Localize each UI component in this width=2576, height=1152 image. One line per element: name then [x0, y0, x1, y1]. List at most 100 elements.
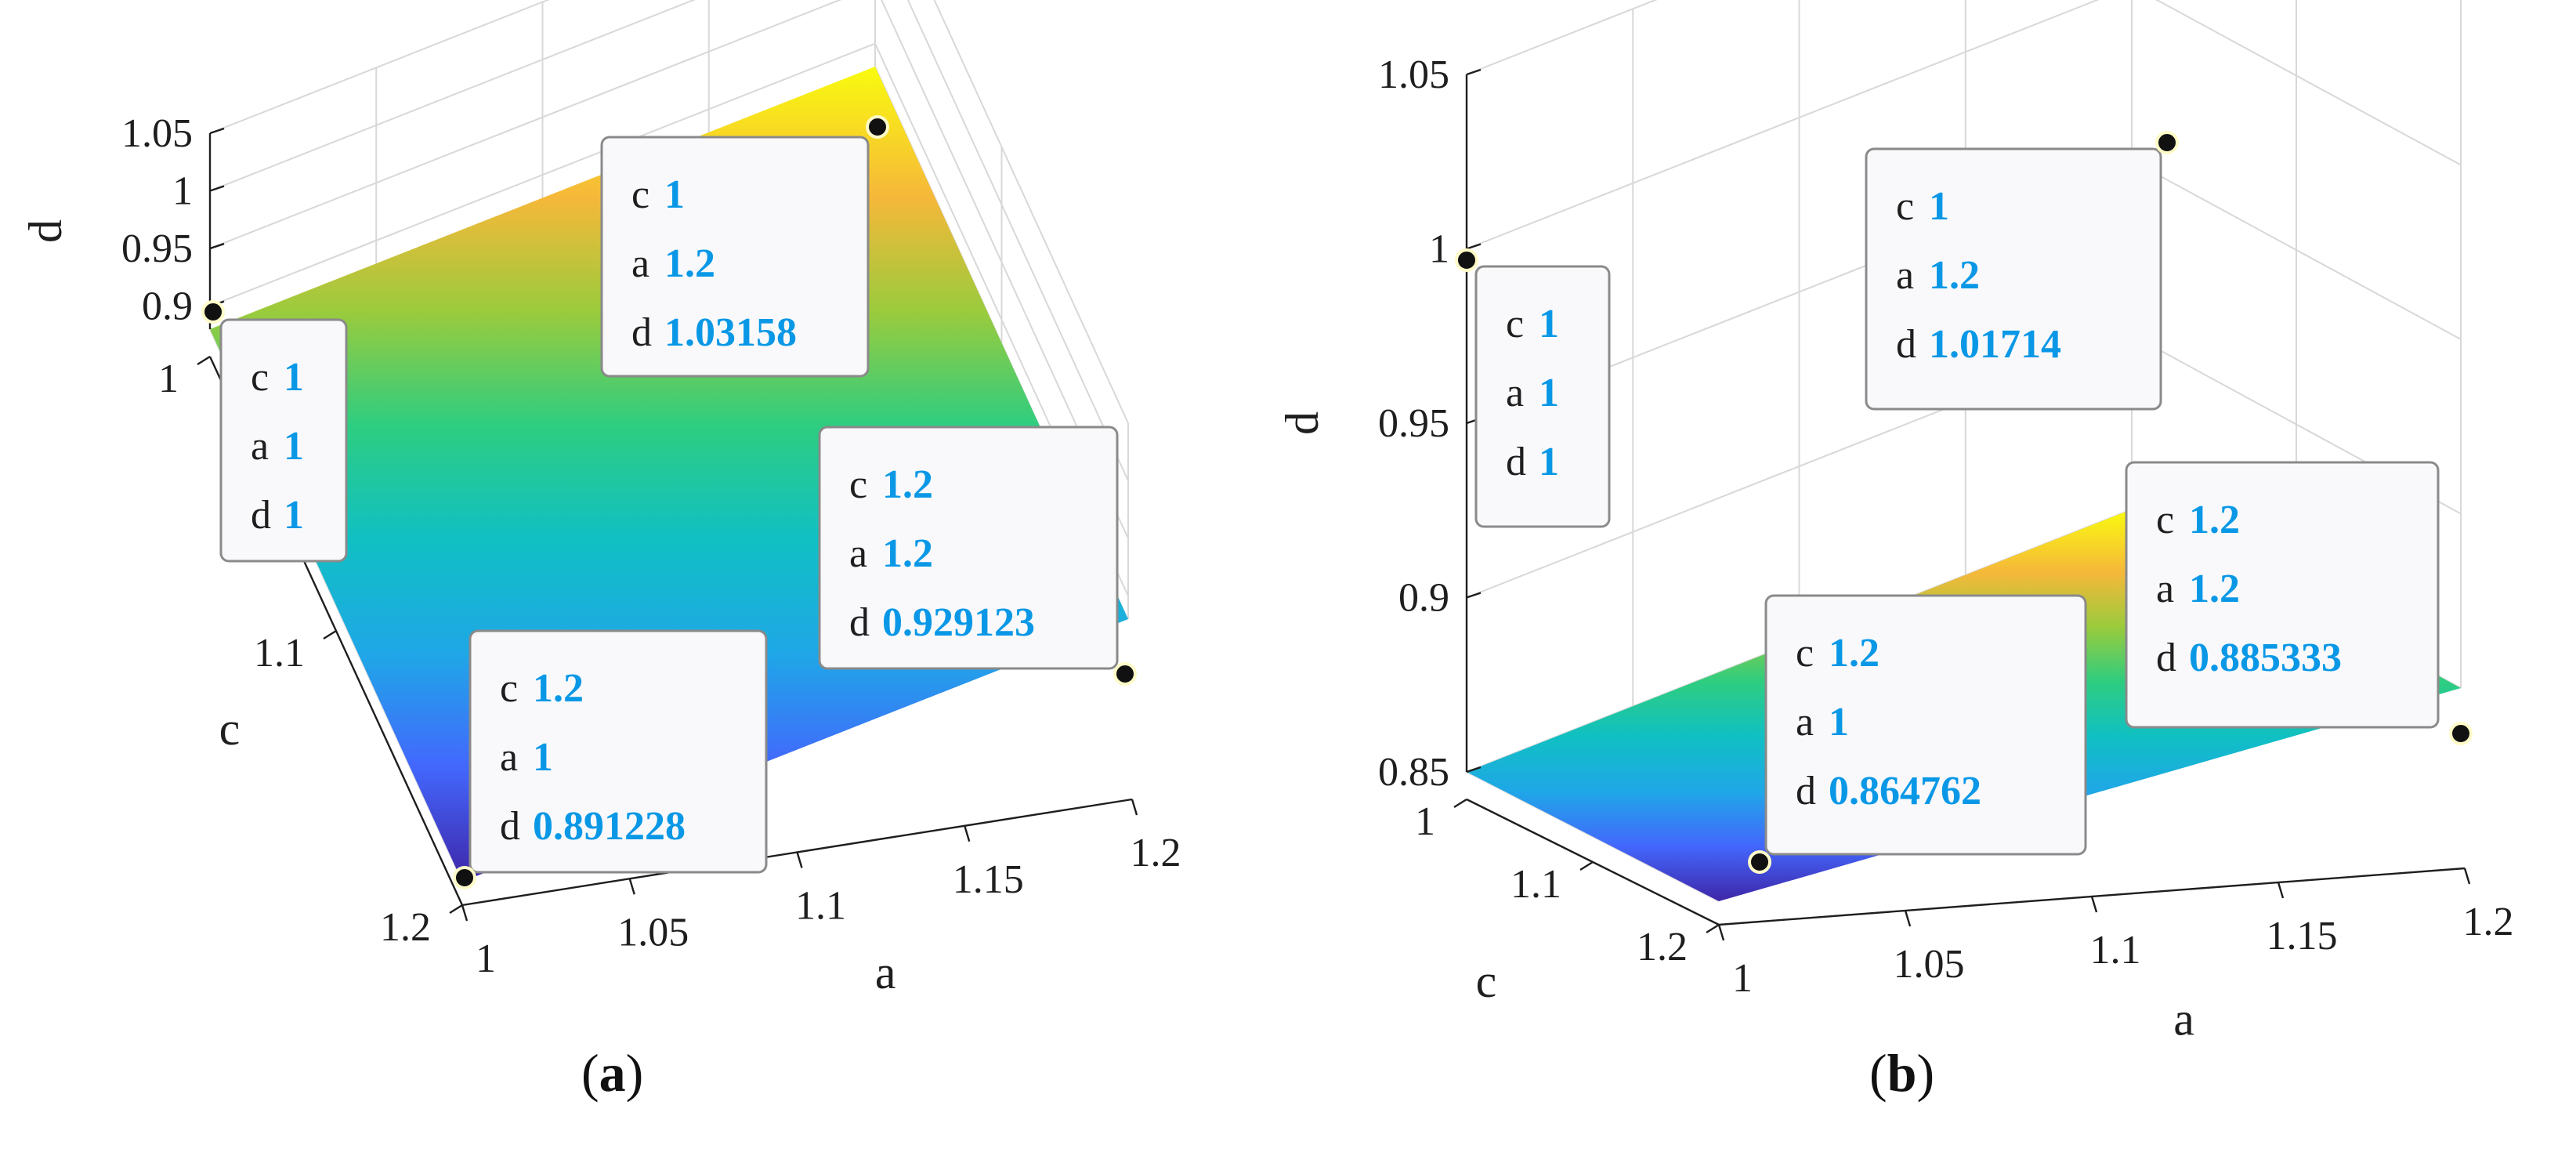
c-axis-label: c: [1476, 955, 1497, 1007]
datatip-key-d: d: [2156, 636, 2176, 680]
data-point-marker[interactable]: [453, 866, 476, 889]
a-tick-mark: [2090, 896, 2098, 913]
datatip-key-d: d: [251, 493, 271, 538]
z-tick-label: 1.05: [1378, 53, 1449, 97]
c-tick-mark: [1453, 798, 1467, 809]
datatip[interactable]: c 1.2 a 1d 0.864762: [1764, 594, 2087, 856]
datatip-value-a: 1.2: [664, 241, 715, 286]
a-tick-mark: [964, 825, 971, 842]
z-tick-mark: [1466, 243, 1482, 250]
datatip[interactable]: c 1a 1.2 d 1.01714: [1865, 147, 2162, 411]
datatip-value-c: 1: [1539, 302, 1559, 346]
datatip-box: [1865, 147, 2162, 411]
datatip-value-a: 1: [533, 735, 553, 780]
panel-label-b: (b): [1869, 1043, 1935, 1103]
datatip[interactable]: c 1.2 a 1.2 d 0.885333: [2125, 461, 2440, 729]
a-tick-label: 1: [1732, 956, 1753, 1001]
datatip-value-d: 0.929123: [882, 600, 1035, 645]
data-point-marker[interactable]: [2155, 131, 2179, 154]
datatip-value-a: 1.2: [882, 531, 933, 576]
z-tick-mark: [1466, 592, 1482, 599]
datatip-value-d: 1: [1539, 440, 1559, 484]
a-axis-label: a: [875, 947, 896, 998]
a-tick-mark: [2277, 882, 2285, 899]
datatip-box: [600, 136, 870, 378]
a-tick-mark: [628, 878, 635, 895]
z-tick-label: 1: [1429, 227, 1449, 272]
datatip-key-c: c: [1896, 184, 1914, 229]
z-tick-mark: [209, 127, 225, 135]
grid-line: [1466, 0, 1658, 75]
data-point-marker[interactable]: [1455, 248, 1478, 272]
datatip-key-d: d: [849, 600, 870, 645]
c-tick-label: 1: [1415, 799, 1435, 844]
data-point-marker[interactable]: [1748, 850, 1771, 874]
a-tick-mark: [1904, 910, 1912, 927]
c-tick-label: 1.1: [1511, 862, 1561, 907]
datatip-value-a: 1.2: [1929, 253, 1980, 298]
datatip-value-c: 1.2: [882, 462, 933, 507]
datatip-value-c: 1: [1929, 184, 1949, 229]
datatip-key-a: a: [251, 424, 269, 469]
z-tick-label: 0.9: [142, 284, 193, 329]
data-point-marker[interactable]: [1113, 662, 1137, 686]
datatip-key-a: a: [500, 735, 518, 780]
data-point-marker[interactable]: [201, 300, 225, 324]
datatip-key-d: d: [1896, 322, 1916, 367]
datatip-box: [2125, 461, 2440, 729]
datatip-key-c: c: [1506, 302, 1524, 346]
datatip[interactable]: c 1.2 a 1d 0.891228: [469, 629, 768, 874]
c-tick-mark: [323, 629, 337, 640]
c-tick-mark: [1706, 923, 1720, 934]
datatip-value-c: 1: [664, 172, 685, 217]
c-tick-mark: [1579, 860, 1594, 871]
datatip-key-c: c: [631, 172, 649, 217]
a-tick-label: 1.2: [2463, 900, 2514, 944]
a-tick-label: 1.1: [795, 884, 846, 929]
datatip-key-d: d: [500, 804, 520, 849]
z-tick-mark: [209, 242, 225, 250]
c-tick-label: 1.2: [380, 905, 431, 950]
datatip-key-c: c: [500, 666, 518, 711]
datatip-key-c: c: [1796, 631, 1814, 676]
a-tick-label: 1.05: [1894, 942, 1965, 987]
a-tick-label: 1.05: [617, 910, 689, 955]
datatip[interactable]: c 1a 1d 1: [1474, 265, 1611, 528]
datatip-value-d: 0.864762: [1829, 769, 1981, 813]
datatip-key-a: a: [1896, 253, 1914, 298]
datatip[interactable]: c 1a 1d 1: [219, 318, 348, 563]
datatip-box: [219, 318, 348, 563]
datatip-value-a: 1.2: [2189, 567, 2240, 611]
datatip-key-c: c: [849, 462, 867, 507]
datatip-key-a: a: [849, 531, 867, 576]
c-tick-label: 1.1: [254, 631, 305, 676]
axes: 0.85 0.9 0.95 1 1.05 1 1.1 1.2 1 1.05 1.1 1.15 1.2: [1378, 53, 2514, 1001]
datatip-value-d: 0.885333: [2189, 636, 2342, 680]
datatip-value-a: 1: [1829, 700, 1849, 744]
a-tick-label: 1.2: [1131, 831, 1181, 875]
data-point-marker[interactable]: [2449, 722, 2473, 745]
datatip-value-a: 1: [1539, 371, 1559, 415]
z-tick-label: 1: [172, 169, 193, 214]
datatip-value-d: 1: [284, 493, 304, 538]
a-tick-mark: [1717, 924, 1725, 941]
datatip[interactable]: c 1a 1.2 d 1.03158: [600, 136, 870, 378]
surface: [210, 67, 1128, 882]
c-axis-label: c: [219, 703, 241, 755]
a-tick-label: 1.1: [2090, 928, 2141, 973]
datatip-key-a: a: [1796, 700, 1814, 744]
datatip[interactable]: c 1.2 a 1.2 d 0.929123: [818, 426, 1119, 670]
c-tick-label: 1: [158, 357, 179, 401]
data-point-marker[interactable]: [866, 115, 889, 139]
datatip-value-c: 1.2: [533, 666, 584, 711]
datatip-key-c: c: [2156, 498, 2174, 542]
z-tick-mark: [209, 185, 225, 192]
a-tick-mark: [2463, 868, 2471, 885]
z-tick-label: 0.85: [1378, 750, 1449, 795]
panel-label-a: (a): [581, 1043, 644, 1103]
datatip-box: [1764, 594, 2087, 856]
axes: 0.9 0.95 1 1.05 1 1.1 1.2 1 1.05 1.1 1.15 1.2: [121, 111, 1181, 981]
z-tick-label: 0.9: [1398, 576, 1449, 621]
